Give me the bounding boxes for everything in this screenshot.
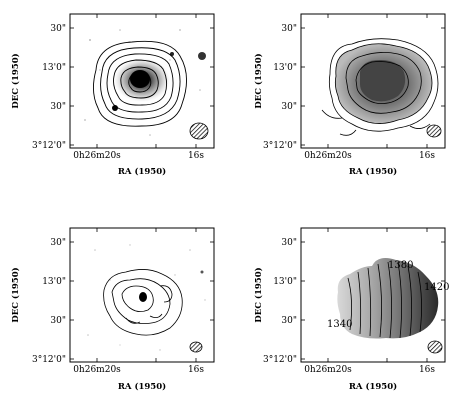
y-tick-label: 30" — [50, 316, 66, 326]
beam-ellipse — [189, 341, 203, 353]
foreground-star — [198, 52, 206, 60]
x-tick-label: 0h26m20s — [304, 365, 352, 375]
velocity-label: 1340 — [327, 319, 352, 330]
x-axis-label: RA (1950) — [349, 381, 397, 392]
x-tick-label: 16s — [419, 151, 435, 161]
hi-contours — [321, 38, 439, 136]
x-tick-label: 16s — [188, 151, 204, 161]
hi-contours — [93, 40, 187, 127]
y-axis-label: DEC (1950) — [10, 53, 21, 108]
y-tick-label: 3°12'0" — [32, 355, 66, 365]
x-axis-label: RA (1950) — [118, 381, 166, 392]
x-tick-label: 0h26m20s — [304, 151, 352, 161]
axis-ticks — [301, 14, 445, 148]
beam-ellipse — [189, 122, 209, 140]
y-tick-label: 30" — [50, 238, 66, 248]
panel-bottom-left: 30" 13'0" 30" 3°12'0" 0h26m20s 16s RA (1… — [10, 227, 215, 392]
velocity-field — [337, 258, 439, 339]
isovelocity-contours — [347, 261, 422, 339]
y-tick-label: 30" — [281, 316, 297, 326]
axis-ticks — [70, 14, 214, 148]
axis-ticks — [301, 228, 445, 362]
y-tick-label: 30" — [50, 24, 66, 34]
y-axis-label: DEC (1950) — [10, 267, 21, 322]
foreground-star — [200, 270, 204, 274]
x-tick-label: 0h26m20s — [73, 151, 121, 161]
x-tick-label: 16s — [419, 365, 435, 375]
panel-bottom-right: 1380 1420 1340 30" 13'0" 30" 3°12'0" 0h2… — [253, 227, 449, 392]
hi-intensity-core — [360, 60, 406, 102]
y-axis-label: DEC (1950) — [253, 267, 264, 322]
y-tick-label: 30" — [281, 102, 297, 112]
y-tick-label: 13'0" — [273, 277, 297, 287]
y-tick-label: 30" — [281, 238, 297, 248]
galaxy-core — [139, 292, 147, 302]
x-tick-label: 16s — [188, 365, 204, 375]
y-tick-label: 30" — [50, 102, 66, 112]
panel-top-left: 30" 13'0" 30" 3°12'0" 0h26m20s 16s RA (1… — [10, 13, 215, 177]
y-tick-label: 3°12'0" — [263, 355, 297, 365]
panel-top-right: 30" 13'0" 30" 3°12'0" 0h26m20s 16s RA (1… — [253, 13, 446, 177]
hi-contours — [103, 269, 183, 336]
velocity-label: 1380 — [388, 260, 413, 271]
y-tick-label: 13'0" — [42, 63, 66, 73]
velocity-label: 1420 — [424, 282, 449, 293]
background-noise — [84, 29, 201, 136]
beam-ellipse — [426, 124, 442, 138]
y-tick-label: 30" — [281, 24, 297, 34]
y-tick-label: 13'0" — [42, 277, 66, 287]
x-axis-label: RA (1950) — [118, 166, 166, 177]
y-tick-label: 3°12'0" — [32, 141, 66, 151]
y-tick-label: 3°12'0" — [263, 141, 297, 151]
beam-ellipse — [427, 340, 443, 354]
y-tick-label: 13'0" — [273, 63, 297, 73]
y-axis-label: DEC (1950) — [253, 53, 264, 108]
x-axis-label: RA (1950) — [349, 166, 397, 177]
axis-ticks — [70, 228, 214, 362]
galaxy-core — [130, 70, 150, 88]
x-tick-label: 0h26m20s — [73, 365, 121, 375]
